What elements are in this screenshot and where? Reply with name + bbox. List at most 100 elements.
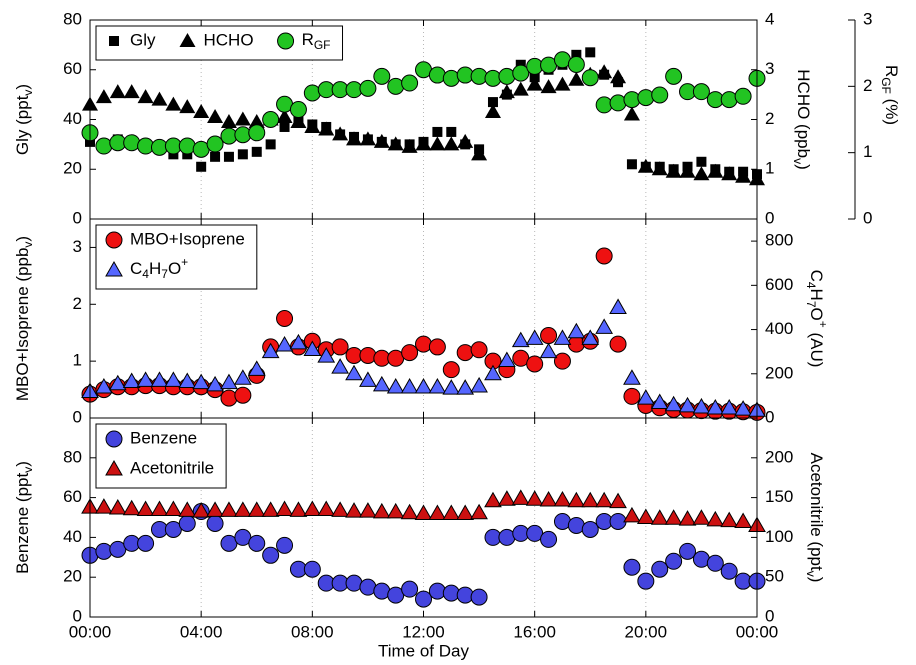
text-part: 7 [161,267,168,281]
y3-tick-label: 3 [863,9,872,28]
x-tick-label: 00:00 [69,622,112,641]
data-point [178,514,196,532]
data-point [651,161,668,176]
data-point [359,371,377,387]
y-tick-label: 80 [63,9,82,28]
text-part: C [807,270,826,282]
data-point [359,131,376,146]
data-point [317,347,336,363]
data-point [359,79,377,97]
text-part: R [882,65,901,77]
y2-tick-label: 200 [765,363,793,382]
data-point [571,49,582,60]
data-point [539,342,558,359]
data-point [275,500,294,517]
data-point [290,113,307,128]
data-point [220,501,238,517]
data-point [596,64,613,79]
data-point [265,139,276,150]
data-point [234,111,251,126]
data-point [136,500,155,517]
text-part: v [804,571,818,577]
data-point [428,504,447,521]
data-point [443,136,460,151]
legend-label: C4H7O+ [130,255,188,281]
y3-axis-label: RGF (%) [879,65,901,125]
data-point [318,121,335,136]
text-part: H [149,259,161,278]
data-point [251,146,262,157]
plot-frame [89,417,758,618]
data-point [540,530,558,548]
data-point [707,163,724,178]
text-part: + [816,321,830,328]
text-part: ) [794,164,813,170]
text-part: Gly (ppt [13,95,32,155]
data-point [248,113,265,128]
data-point [626,159,637,170]
text-part: v [791,158,805,164]
data-point [720,562,738,580]
text-part: 7 [804,301,818,308]
data-point [233,369,252,385]
data-point [276,310,294,327]
data-point [387,136,404,151]
x-axis-label: Time of Day [378,641,470,660]
data-point [247,360,266,376]
data-point [289,101,307,119]
legend-marker [105,430,123,448]
y-tick-label: 40 [63,109,82,128]
text-part: ) [13,84,32,90]
data-point [248,534,266,552]
text-part: GF [314,38,331,52]
data-point [470,376,488,393]
data-point [400,378,419,394]
data-point [331,358,349,374]
data-point [428,338,446,356]
data-point [206,135,224,153]
data-point [179,99,196,114]
x-tick-label: 04:00 [180,622,223,641]
data-point [470,67,488,85]
data-point [192,373,211,390]
data-point [136,371,155,387]
data-point [456,344,474,362]
text-part: (AU) [807,328,826,368]
data-point [470,341,488,359]
data-point [373,67,391,85]
y-tick-label: 60 [63,487,82,506]
text-part: Benzene (ppt [13,473,32,574]
data-point [650,393,669,410]
data-point [679,542,697,560]
data-point [567,55,585,73]
data-point [428,582,446,600]
legend-marker [179,33,196,47]
legend-label: MBO+Isoprene [130,229,245,248]
data-point [345,364,363,381]
data-point [387,77,405,95]
data-point [539,490,558,507]
data-point [442,584,460,602]
text-part: C [130,259,142,278]
text-part: O [807,308,826,321]
y2-tick-label: 50 [765,567,784,586]
y2-tick-label: 2 [765,109,774,128]
text-part: R [302,30,314,49]
data-point [553,329,572,345]
data-point [331,501,349,517]
data-point [650,509,669,525]
data-point [415,590,432,608]
text-part: 4 [142,267,149,281]
data-point [234,386,252,404]
y2-tick-label: 0 [765,208,774,227]
data-point [95,498,113,514]
text-part: Acetonitrile (ppt [807,453,826,571]
data-point [401,580,419,598]
data-point [456,379,475,395]
data-point [554,76,571,91]
data-point [400,503,419,520]
data-point [665,163,682,178]
data-point [720,511,739,528]
data-point [456,586,474,604]
data-point [623,387,641,405]
